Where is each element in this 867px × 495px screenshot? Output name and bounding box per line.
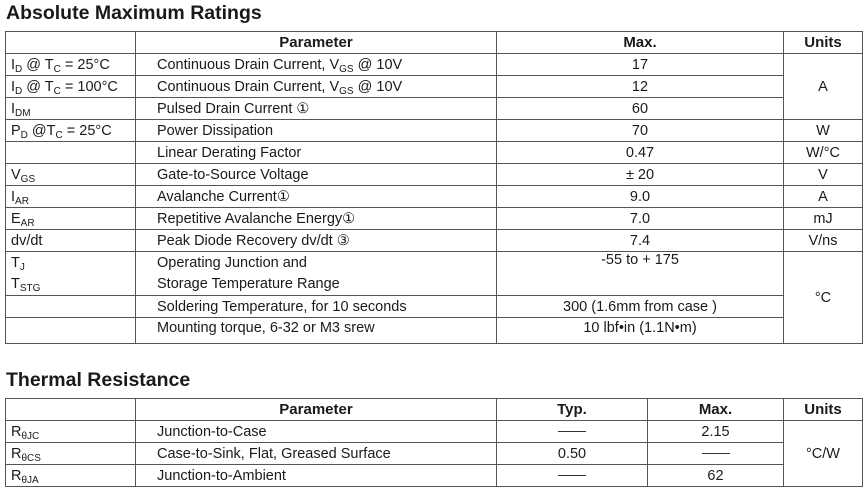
table-row: ID @ TC = 25°C Continuous Drain Current,…	[5, 53, 863, 120]
symbol-cell: EAR	[5, 207, 136, 230]
max-cell: 300 (1.6mm from case )	[496, 295, 784, 318]
symbol-cell: TSTG	[5, 273, 136, 296]
amr-header-row: Parameter Max. Units	[5, 31, 863, 54]
parameter-cell: Case-to-Sink, Flat, Greased Surface	[135, 442, 497, 465]
max-cell: 9.0	[496, 185, 784, 208]
unit-cell: °C/W	[783, 420, 863, 487]
dash-mark	[558, 475, 586, 477]
max-cell: ± 20	[496, 163, 784, 186]
max-cell	[496, 273, 784, 296]
parameter-cell: Repetitive Avalanche Energy①	[135, 207, 497, 230]
unit-cell: V	[783, 163, 863, 186]
max-cell: 62	[647, 464, 784, 487]
thermal-header-max: Max.	[647, 398, 784, 421]
parameter-cell: Operating Junction and	[135, 251, 497, 274]
unit-cell: °C	[783, 251, 863, 344]
parameter-cell: Avalanche Current①	[135, 185, 497, 208]
symbol-cell	[5, 141, 136, 164]
typ-cell	[496, 464, 648, 487]
parameter-cell: Gate-to-Source Voltage	[135, 163, 497, 186]
parameter-cell: Mounting torque, 6-32 or M3 srew	[135, 317, 497, 344]
thermal-title: Thermal Resistance	[6, 369, 191, 391]
max-cell: 7.0	[496, 207, 784, 230]
symbol-cell: RθJA	[5, 464, 136, 487]
table-row: IDM Pulsed Drain Current ① 60	[5, 97, 863, 120]
table-row: VGS Gate-to-Source Voltage ± 20 V	[5, 163, 863, 186]
amr-header-units: Units	[783, 31, 863, 54]
unit-cell: A	[783, 185, 863, 208]
max-cell: 17	[496, 53, 784, 76]
amr-header-parameter: Parameter	[135, 31, 497, 54]
table-row: dv/dt Peak Diode Recovery dv/dt ③ 7.4 V/…	[5, 229, 863, 252]
symbol-cell: IDM	[5, 97, 136, 120]
max-cell: 70	[496, 119, 784, 142]
parameter-cell: Peak Diode Recovery dv/dt ③	[135, 229, 497, 252]
symbol-cell	[5, 295, 136, 318]
symbol-cell: ID @ TC = 25°C	[5, 53, 136, 76]
symbol-cell: IAR	[5, 185, 136, 208]
table-row: PD @TC = 25°C Power Dissipation 70 W	[5, 119, 863, 142]
table-row: TJ Operating Junction and -55 to + 175 °…	[5, 251, 863, 344]
parameter-cell: Continuous Drain Current, VGS @ 10V	[135, 53, 497, 76]
symbol-cell: PD @TC = 25°C	[5, 119, 136, 142]
unit-cell: W/°C	[783, 141, 863, 164]
max-cell: 7.4	[496, 229, 784, 252]
parameter-cell: Power Dissipation	[135, 119, 497, 142]
amr-title: Absolute Maximum Ratings	[6, 2, 262, 24]
table-row: RθJA Junction-to-Ambient 62	[5, 464, 863, 487]
table-row: Linear Derating Factor 0.47 W/°C	[5, 141, 863, 164]
symbol-cell: TJ	[5, 251, 136, 274]
parameter-cell: Linear Derating Factor	[135, 141, 497, 164]
parameter-cell: Continuous Drain Current, VGS @ 10V	[135, 75, 497, 98]
thermal-header-units: Units	[783, 398, 863, 421]
dash-mark	[558, 431, 586, 433]
parameter-cell: Storage Temperature Range	[135, 273, 497, 296]
table-row: TSTG Storage Temperature Range	[5, 273, 863, 296]
amr-header-max: Max.	[496, 31, 784, 54]
table-row: Soldering Temperature, for 10 seconds 30…	[5, 295, 863, 318]
parameter-cell: Soldering Temperature, for 10 seconds	[135, 295, 497, 318]
unit-cell: V/ns	[783, 229, 863, 252]
symbol-cell: ID @ TC = 100°C	[5, 75, 136, 98]
table-row: ID @ TC = 100°C Continuous Drain Current…	[5, 75, 863, 98]
max-cell: 10 lbf•in (1.1N•m)	[496, 317, 784, 344]
thermal-header-typ: Typ.	[496, 398, 648, 421]
max-cell: 60	[496, 97, 784, 120]
table-row: IAR Avalanche Current① 9.0 A	[5, 185, 863, 208]
table-row: Mounting torque, 6-32 or M3 srew 10 lbf•…	[5, 317, 863, 344]
max-cell	[647, 442, 784, 465]
dash-mark	[701, 453, 730, 455]
table-row: EAR Repetitive Avalanche Energy① 7.0 mJ	[5, 207, 863, 230]
unit-cell: A	[783, 53, 863, 120]
max-cell: 12	[496, 75, 784, 98]
unit-cell: mJ	[783, 207, 863, 230]
symbol-cell: RθCS	[5, 442, 136, 465]
symbol-cell: dv/dt	[5, 229, 136, 252]
table-row: RθJC Junction-to-Case 2.15 °C/W	[5, 420, 863, 487]
max-cell: 2.15	[647, 420, 784, 443]
typ-cell: 0.50	[496, 442, 648, 465]
thermal-header-parameter: Parameter	[135, 398, 497, 421]
max-cell: -55 to + 175	[496, 251, 784, 274]
symbol-cell: VGS	[5, 163, 136, 186]
parameter-cell: Pulsed Drain Current ①	[135, 97, 497, 120]
typ-cell	[496, 420, 648, 443]
parameter-cell: Junction-to-Case	[135, 420, 497, 443]
symbol-cell	[5, 317, 136, 344]
parameter-cell: Junction-to-Ambient	[135, 464, 497, 487]
thermal-header-row: Parameter Typ. Max. Units	[5, 398, 863, 421]
unit-cell: W	[783, 119, 863, 142]
absolute-maximum-ratings-table: Parameter Max. Units ID @ TC = 25°C Cont…	[5, 31, 863, 344]
thermal-header-symbol	[5, 398, 136, 421]
symbol-cell: RθJC	[5, 420, 136, 443]
amr-header-symbol	[5, 31, 136, 54]
table-row: RθCS Case-to-Sink, Flat, Greased Surface…	[5, 442, 863, 465]
thermal-resistance-table: Parameter Typ. Max. Units RθJC Junction-…	[5, 398, 863, 487]
max-cell: 0.47	[496, 141, 784, 164]
